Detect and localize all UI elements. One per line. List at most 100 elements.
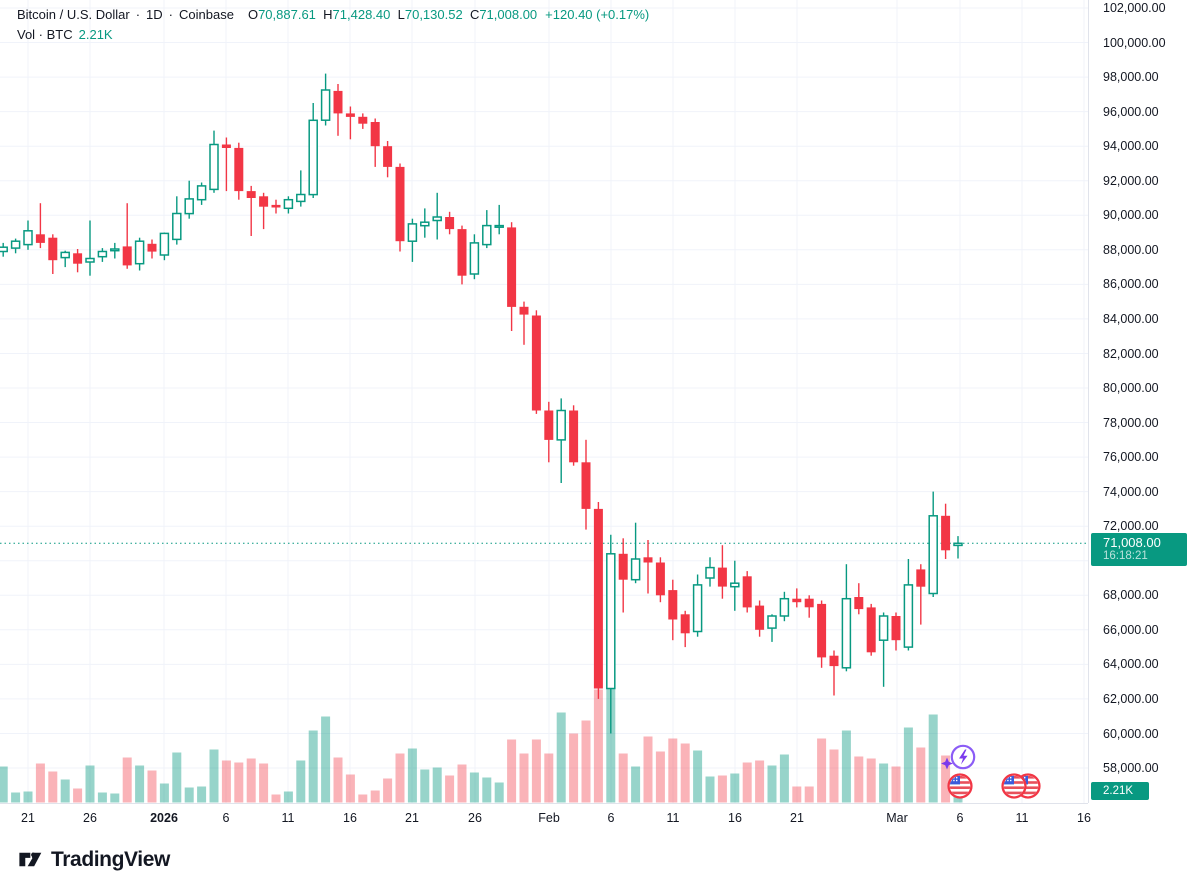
price-axis-label: 80,000.00: [1103, 381, 1159, 395]
legend-separator: ·: [135, 7, 141, 22]
candle: [494, 204, 504, 235]
candle: [110, 242, 120, 259]
volume-bar: [891, 766, 901, 803]
volume-bar: [383, 778, 393, 803]
volume-bar: [556, 712, 566, 803]
volume-bar: [482, 777, 492, 803]
time-axis-label: 16: [728, 811, 742, 825]
time-axis-label: 16: [343, 811, 357, 825]
price-axis-label: 72,000.00: [1103, 519, 1159, 534]
symbol-legend-row: Bitcoin / U.S. Dollar · 1D · Coinbase O7…: [17, 5, 649, 25]
price-axis[interactable]: 71,008.00 16:18:21 2.21K 102,000.00 100,0…: [1088, 0, 1200, 803]
volume-bar: [680, 743, 690, 803]
candle: [48, 234, 58, 274]
volume-bar: [804, 786, 814, 803]
volume-bar: [792, 786, 802, 803]
candle: [333, 84, 343, 136]
volume-bar: [841, 730, 851, 803]
symbol-title[interactable]: Bitcoin / U.S. Dollar: [17, 7, 130, 22]
candle: [184, 180, 194, 219]
volume-bar: [879, 763, 889, 803]
volume-bar: [35, 763, 45, 803]
volume-bar: [85, 765, 95, 803]
price-axis-label: 94,000.00: [1103, 139, 1159, 154]
time-axis-label: 11: [281, 811, 295, 825]
candle: [903, 559, 914, 651]
time-axis-label: 6: [956, 811, 964, 825]
volume-bar: [569, 733, 579, 803]
chart-plot-area[interactable]: Bitcoin / U.S. Dollar · 1D · Coinbase O7…: [0, 0, 1088, 803]
candle: [916, 564, 926, 625]
price-axis-label: 84,000.00: [1103, 311, 1159, 326]
candles-layer: [0, 73, 963, 734]
price-axis-label: 96,000.00: [1103, 104, 1159, 119]
price-axis-label: 100,000.00: [1103, 35, 1166, 50]
candle: [246, 185, 256, 236]
candle: [23, 220, 33, 250]
volume-bar: [221, 760, 231, 803]
volume-bar: [420, 769, 430, 803]
volume-bar: [0, 766, 8, 803]
candle: [445, 211, 455, 235]
volume-bar: [73, 788, 83, 803]
volume-bar: [903, 727, 913, 803]
volume-bar: [308, 730, 318, 803]
volume-bar: [717, 775, 727, 803]
candle: [172, 196, 182, 245]
volume-bar: [544, 753, 554, 803]
price-axis-label: 102,000.00: [1103, 1, 1166, 15]
price-axis-label: 62,000.00: [1103, 691, 1159, 706]
candle: [370, 118, 380, 167]
low-label: L: [397, 7, 405, 22]
candle: [60, 250, 70, 268]
price-axis-label: 90,000.00: [1103, 208, 1159, 223]
candle: [469, 234, 480, 280]
volume-bar: [11, 792, 21, 803]
price-axis-label: 82,000.00: [1103, 346, 1159, 361]
candle: [593, 502, 603, 699]
volume-bar: [321, 716, 331, 803]
candle: [10, 238, 21, 254]
change-value: +120.40 (+0.17%): [545, 7, 650, 22]
volume-bar: [655, 751, 665, 803]
volume-bar: [271, 794, 281, 803]
candle: [891, 612, 901, 651]
candle: [482, 210, 492, 249]
time-axis[interactable]: 21 26 2026 6 11 16 21 26 Feb 6 11 16 21 Mar 6 11 16: [0, 803, 1091, 837]
candle: [271, 199, 281, 214]
volume-bar: [283, 791, 293, 803]
candle: [606, 534, 616, 734]
volume-bar: [531, 739, 541, 803]
volume-bar: [519, 753, 529, 803]
candle: [159, 232, 170, 261]
candle: [668, 579, 678, 641]
volume-bar: [494, 782, 504, 803]
time-axis-label: 6: [607, 811, 615, 825]
last-price-value: 71,008.00: [1103, 535, 1161, 551]
volume-bar: [693, 750, 703, 803]
candle: [85, 220, 95, 276]
interval-label[interactable]: 1D: [146, 7, 163, 22]
candle: [829, 650, 839, 696]
tradingview-logo[interactable]: TradingView: [16, 846, 170, 873]
footer-bar: TradingView: [0, 837, 1200, 884]
volume-bar: [779, 754, 789, 803]
price-axis-label: 92,000.00: [1103, 173, 1159, 188]
volume-bar: [23, 791, 33, 803]
candle: [680, 610, 690, 648]
volume-axis-marker: 2.21K: [1091, 782, 1149, 800]
volume-bar: [866, 758, 876, 803]
candle: [73, 249, 83, 273]
candle: [457, 225, 467, 285]
volume-bar: [48, 771, 58, 803]
volume-bar: [445, 775, 455, 803]
chart-legend: Bitcoin / U.S. Dollar · 1D · Coinbase O7…: [17, 5, 649, 45]
volume-bar: [246, 758, 256, 803]
volume-bar: [854, 756, 864, 803]
time-axis-label: 26: [83, 811, 97, 825]
price-axis-label: 58,000.00: [1103, 761, 1159, 775]
candle: [742, 571, 752, 613]
candle: [569, 405, 579, 466]
tradingview-logo-text: TradingView: [51, 847, 170, 871]
volume-bar: [581, 720, 591, 803]
